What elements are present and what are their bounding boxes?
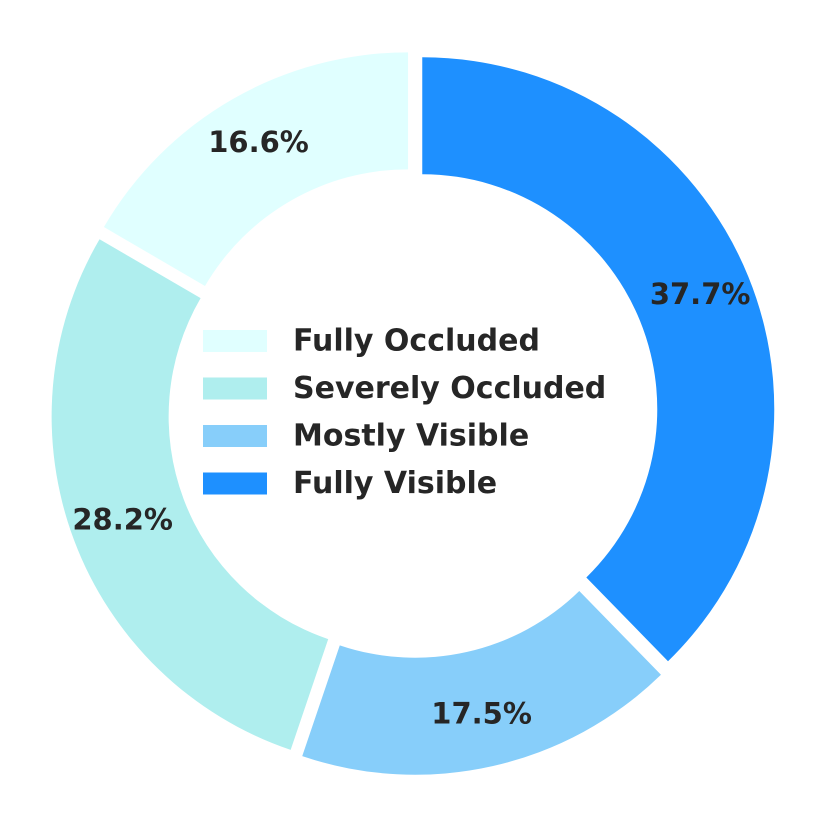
donut-wedge <box>103 52 409 286</box>
donut-wedge <box>302 590 661 775</box>
legend-label: Mostly Visible <box>293 419 529 454</box>
donut-wedge <box>422 57 775 662</box>
legend-swatch <box>203 330 267 352</box>
legend-swatch <box>203 377 267 400</box>
legend-label: Fully Visible <box>293 466 497 501</box>
data-label: 28.2% <box>72 503 173 537</box>
data-label: 16.6% <box>208 125 309 159</box>
legend-swatch <box>203 472 267 495</box>
donut-wedge <box>51 239 329 750</box>
data-label: 37.7% <box>650 277 751 311</box>
legend-swatch <box>203 425 267 447</box>
legend-label: Severely Occluded <box>293 371 606 406</box>
legend-label: Fully Occluded <box>293 324 540 359</box>
data-label: 17.5% <box>431 696 532 730</box>
